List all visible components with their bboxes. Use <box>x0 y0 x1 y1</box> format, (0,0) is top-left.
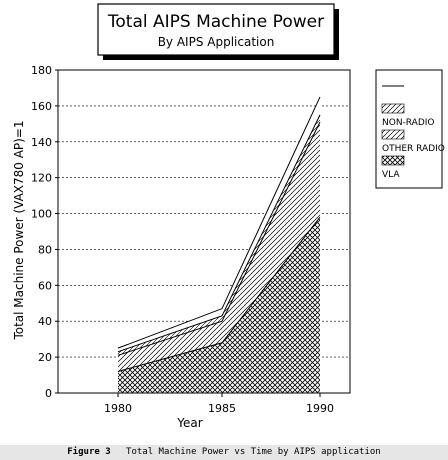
caption-label: Figure 3 <box>67 447 111 457</box>
x-tick-label: 1980 <box>104 402 132 415</box>
legend-label: OTHER RADIO <box>382 144 445 154</box>
legend-label: NON-RADIO <box>382 118 435 128</box>
area-other-radio <box>118 122 320 372</box>
series-line <box>117 216 321 372</box>
y-tick-label: 100 <box>31 208 52 221</box>
y-tick-label: 120 <box>31 172 52 185</box>
legend-swatch <box>381 103 405 114</box>
legend-swatch <box>382 78 404 87</box>
plot-frame <box>57 69 351 394</box>
y-axis-ticks: 0 20 40 60 80 100 120 140 160 180 <box>31 64 58 400</box>
caption-text: Total Machine Power vs Time by AIPS appl… <box>126 447 381 457</box>
legend: NON-RADIO OTHER RADIO VLA <box>375 69 445 189</box>
series-line <box>117 114 321 353</box>
y-tick-label: 140 <box>31 136 52 149</box>
chart-subtitle: By AIPS Application <box>158 35 275 49</box>
title-box: Total AIPS Machine Power By AIPS Applica… <box>97 3 339 60</box>
title-box-frame <box>97 3 335 56</box>
x-tick-label: 1985 <box>208 402 236 415</box>
series-line <box>117 96 321 349</box>
series-line <box>117 121 321 356</box>
legend-label: VLA <box>382 170 400 180</box>
legend-swatch <box>381 129 405 140</box>
series-outlines <box>117 96 321 372</box>
chart-title: Total AIPS Machine Power <box>107 12 324 32</box>
y-axis-label: Total Machine Power (VAX780 AP)=1 <box>12 120 26 340</box>
legend-frame <box>375 69 443 189</box>
x-axis-label: Year <box>176 416 202 430</box>
figure-caption: Figure 3 Total Machine Power vs Time by … <box>0 445 448 460</box>
area-series <box>118 96 320 393</box>
y-tick-label: 180 <box>31 64 52 77</box>
y-tick-label: 80 <box>38 243 52 256</box>
x-tick-label: 1990 <box>306 402 334 415</box>
chart: Total AIPS Machine Power By AIPS Applica… <box>12 3 445 430</box>
plot-area: 0 20 40 60 80 100 120 140 160 180 1980 1985 1990 <box>31 64 351 415</box>
y-tick-label: 20 <box>38 351 52 364</box>
y-tick-label: 60 <box>38 279 52 292</box>
legend-swatch <box>381 155 405 166</box>
y-tick-label: 0 <box>45 387 52 400</box>
y-tick-label: 40 <box>38 315 52 328</box>
area-vla <box>118 217 320 393</box>
x-axis-ticks: 1980 1985 1990 <box>104 393 334 415</box>
y-tick-label: 160 <box>31 100 52 113</box>
